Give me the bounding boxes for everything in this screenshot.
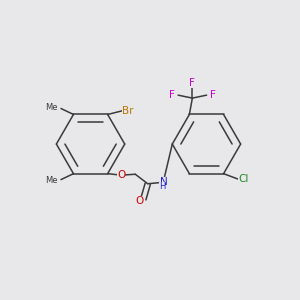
Text: Me: Me	[45, 103, 57, 112]
Text: O: O	[117, 170, 125, 180]
Text: Cl: Cl	[238, 174, 249, 184]
Text: Br: Br	[122, 106, 134, 116]
Text: F: F	[210, 90, 215, 100]
Text: N: N	[160, 177, 167, 187]
Text: F: F	[169, 90, 175, 100]
Text: Me: Me	[45, 176, 57, 185]
Text: H: H	[159, 182, 165, 191]
Text: F: F	[189, 78, 195, 88]
Text: O: O	[136, 196, 144, 206]
